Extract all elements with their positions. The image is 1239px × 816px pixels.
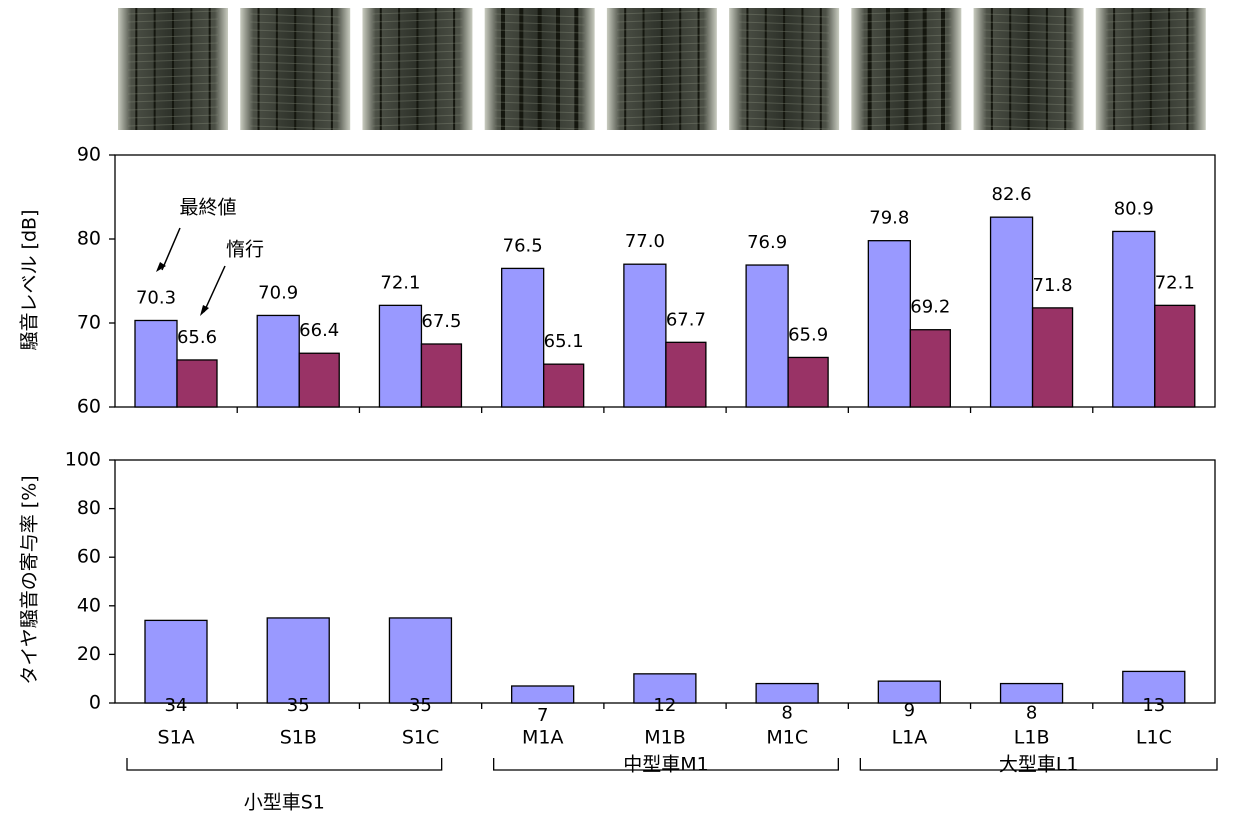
bar <box>389 618 451 703</box>
value-label: 72.1 <box>380 272 420 293</box>
x-tick-label: M1C <box>766 727 808 749</box>
bar <box>746 265 788 407</box>
value-label: 65.9 <box>788 324 828 345</box>
bar <box>910 330 950 407</box>
value-label: 35 <box>409 695 432 716</box>
value-label: 71.8 <box>1033 275 1073 296</box>
group-label: 小型車S1 <box>244 792 325 814</box>
value-label: 65.1 <box>544 331 584 352</box>
bar <box>624 264 666 407</box>
y-axis-title: 騒音レベル [dB] <box>19 210 41 351</box>
value-label: 76.9 <box>747 232 787 253</box>
bar <box>756 684 818 703</box>
bar <box>1001 684 1063 703</box>
y-axis-title: タイヤ騒音の寄与率 [%] <box>19 475 41 684</box>
value-label: 35 <box>287 695 310 716</box>
value-label: 8 <box>781 703 792 724</box>
bar <box>1113 231 1155 407</box>
y-tick-label: 60 <box>77 546 101 568</box>
bar <box>1155 305 1195 407</box>
bar <box>177 360 217 407</box>
y-tick-label: 0 <box>89 692 101 714</box>
y-tick-label: 20 <box>77 643 101 665</box>
x-tick-label: S1C <box>402 727 439 749</box>
value-label: 69.2 <box>910 297 950 318</box>
x-tick-label: S1A <box>158 727 195 749</box>
value-label: 70.3 <box>136 287 176 308</box>
value-label: 70.9 <box>258 282 298 303</box>
y-tick-label: 60 <box>77 396 101 418</box>
value-label: 76.5 <box>503 235 543 256</box>
tire-photos <box>118 8 1206 130</box>
group-bracket <box>127 758 442 770</box>
bar <box>135 320 177 407</box>
value-label: 8 <box>1026 703 1037 724</box>
y-tick-label: 100 <box>65 449 101 471</box>
y-tick-label: 80 <box>77 228 101 250</box>
group-label: 大型車L1 <box>999 754 1079 776</box>
value-label: 67.5 <box>421 311 461 332</box>
bar <box>788 357 828 407</box>
chart: 騒音レベル [dB] タイヤ騒音の寄与率 [%] 最終値 惰行 60708090… <box>0 0 1239 816</box>
x-tick-label: S1B <box>280 727 317 749</box>
value-label: 65.6 <box>177 327 217 348</box>
bar <box>299 353 339 407</box>
x-tick-label: L1B <box>1014 727 1050 749</box>
annotation: 惰行 <box>226 239 264 261</box>
value-label: 80.9 <box>1114 198 1154 219</box>
value-label: 82.6 <box>992 184 1032 205</box>
y-tick-label: 80 <box>77 497 101 519</box>
bar <box>544 364 584 407</box>
x-tick-label: M1B <box>644 727 686 749</box>
bar <box>145 620 207 703</box>
annotation-arrow <box>162 228 180 270</box>
x-tick-label: L1C <box>1136 727 1172 749</box>
bar <box>267 618 329 703</box>
bar <box>1033 308 1073 407</box>
value-label: 72.1 <box>1155 272 1195 293</box>
bar <box>379 305 421 407</box>
value-label: 12 <box>653 695 676 716</box>
bar <box>421 344 461 407</box>
value-label: 67.7 <box>666 309 706 330</box>
value-label: 13 <box>1142 695 1165 716</box>
bar <box>991 217 1033 407</box>
value-label: 7 <box>537 705 548 726</box>
bar <box>512 686 574 703</box>
bar <box>666 342 706 407</box>
annotation-arrow-head <box>200 305 209 316</box>
bar <box>868 241 910 407</box>
value-label: 77.0 <box>625 231 665 252</box>
bar <box>502 268 544 407</box>
annotation: 最終値 <box>179 197 236 219</box>
value-label: 79.8 <box>869 208 909 229</box>
value-label: 9 <box>904 700 915 721</box>
bar <box>257 315 299 407</box>
annotation-arrow <box>204 266 225 312</box>
x-tick-label: L1A <box>892 727 928 749</box>
y-tick-label: 90 <box>77 144 101 166</box>
x-tick-label: M1A <box>522 727 563 749</box>
value-label: 34 <box>165 695 188 716</box>
y-tick-label: 40 <box>77 594 101 616</box>
group-label: 中型車M1 <box>623 754 708 776</box>
y-tick-label: 70 <box>77 312 101 334</box>
value-label: 66.4 <box>299 320 339 341</box>
